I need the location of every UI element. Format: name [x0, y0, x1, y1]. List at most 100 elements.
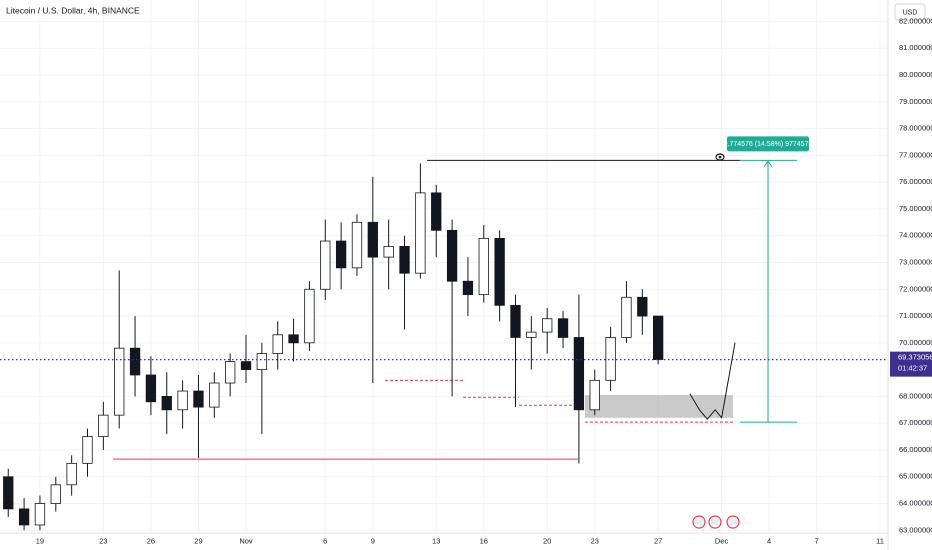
y-tick-label: 78.000000 — [899, 124, 932, 133]
event-flags — [692, 515, 740, 529]
candle-body — [209, 382, 220, 408]
x-tick-label: 23 — [99, 536, 107, 545]
x-tick-label: 13 — [432, 536, 440, 545]
x-tick-label: Nov — [239, 536, 253, 545]
candle-body — [161, 396, 172, 411]
candle-body — [129, 347, 141, 376]
x-tick-label: 29 — [194, 536, 202, 545]
x-tick-label: 6 — [323, 536, 327, 545]
candle-body — [98, 414, 109, 437]
y-tick-label: 75.000000 — [899, 204, 932, 213]
y-tick-label: 70.000000 — [899, 338, 932, 347]
y-tick-label: 82.000000 — [899, 16, 932, 25]
candle-body — [3, 476, 14, 510]
last-price-box — [890, 351, 932, 377]
y-tick-label: 65.000000 — [899, 472, 932, 481]
y-tick-label: 73.000000 — [899, 257, 932, 266]
candle-body — [240, 361, 252, 371]
y-tick-label: 68.000000 — [899, 391, 932, 400]
candle-body — [256, 353, 268, 371]
candle-body — [494, 237, 505, 306]
flag-icon — [711, 519, 719, 525]
x-tick-label: 26 — [147, 536, 155, 545]
candle-body — [510, 304, 521, 338]
measure-label: 9.774576 (14.58%) 9774576 — [724, 141, 813, 148]
x-tick-label: Dec — [715, 536, 729, 545]
eye-icon — [715, 153, 725, 161]
y-tick-label: 71.000000 — [899, 311, 932, 320]
candle-body — [34, 503, 46, 526]
x-tick-label: 23 — [591, 536, 599, 545]
y-tick-label: 66.000000 — [899, 445, 932, 454]
candle-body — [304, 288, 315, 344]
zone-box — [584, 395, 733, 418]
y-tick-label: 64.000000 — [899, 499, 932, 508]
candle-body — [431, 192, 442, 231]
flag-icon — [695, 519, 703, 525]
candle-body — [288, 334, 299, 344]
countdown-label: 01:42:37 — [898, 364, 927, 373]
flag-icon — [729, 519, 737, 525]
candle-body — [145, 374, 157, 403]
candle-body — [462, 280, 474, 296]
y-tick-label: 79.000000 — [899, 97, 932, 106]
candle-body — [399, 246, 410, 274]
x-tick-label: 11 — [876, 536, 884, 545]
overlay-layer: 9.774576 (14.58%) 9774576 69.373056 01:42:… — [0, 136, 932, 377]
eye-outline — [715, 153, 725, 161]
candle-body — [351, 221, 363, 269]
candle-body — [225, 361, 236, 384]
x-tick-label: 9 — [371, 536, 375, 545]
y-tick-label: 63.000000 — [899, 525, 932, 534]
candle-body — [415, 192, 426, 274]
x-tick-label: 4 — [767, 536, 771, 545]
candle-body — [66, 462, 77, 486]
drawing-layer — [112, 159, 798, 460]
candle-body — [320, 240, 331, 290]
candle-body — [114, 347, 125, 416]
candle-body — [621, 296, 632, 338]
candle-body — [82, 436, 93, 464]
x-tick-label: 16 — [480, 536, 488, 545]
candle-body — [605, 337, 616, 381]
y-tick-label: 80.000000 — [899, 70, 932, 79]
candle-body — [542, 318, 553, 333]
candle-body — [335, 240, 347, 269]
chart-title: Litecoin / U.S. Dollar, 4h, BINANCE — [6, 5, 140, 15]
last-price-label: 69.373056 — [898, 353, 932, 362]
y-tick-label: 67.000000 — [899, 418, 932, 427]
currency-button[interactable] — [894, 3, 926, 21]
x-tick-label: 7 — [815, 536, 819, 545]
candle-body — [50, 484, 61, 504]
currency-button-label[interactable]: USD — [903, 9, 918, 16]
x-tick-label: 27 — [654, 536, 662, 545]
candle-body — [193, 390, 204, 408]
y-tick-label: 72.000000 — [899, 284, 932, 293]
candle-body — [589, 379, 600, 411]
eye-pupil — [718, 155, 722, 159]
candle-layer — [3, 163, 664, 531]
y-tick-label: 77.000000 — [899, 150, 932, 159]
measure-label-box — [727, 136, 810, 152]
candle-body — [446, 229, 458, 282]
candle-body — [383, 246, 394, 258]
candle-body — [652, 315, 664, 361]
measure-arrow — [763, 160, 773, 167]
candle-body — [367, 221, 378, 258]
candle-body — [18, 508, 30, 526]
candle-body — [478, 237, 489, 296]
candle-body — [272, 334, 283, 354]
x-tick-label: 20 — [543, 536, 551, 545]
y-tick-label: 81.000000 — [899, 43, 932, 52]
candle-body — [637, 296, 648, 317]
y-tick-label: 74.000000 — [899, 231, 932, 240]
candle-body — [526, 331, 537, 338]
candle-body — [557, 318, 569, 338]
x-tick-label: 19 — [36, 536, 44, 545]
candle-body — [177, 390, 188, 411]
y-tick-label: 76.000000 — [899, 177, 932, 186]
projection-path — [689, 342, 736, 420]
